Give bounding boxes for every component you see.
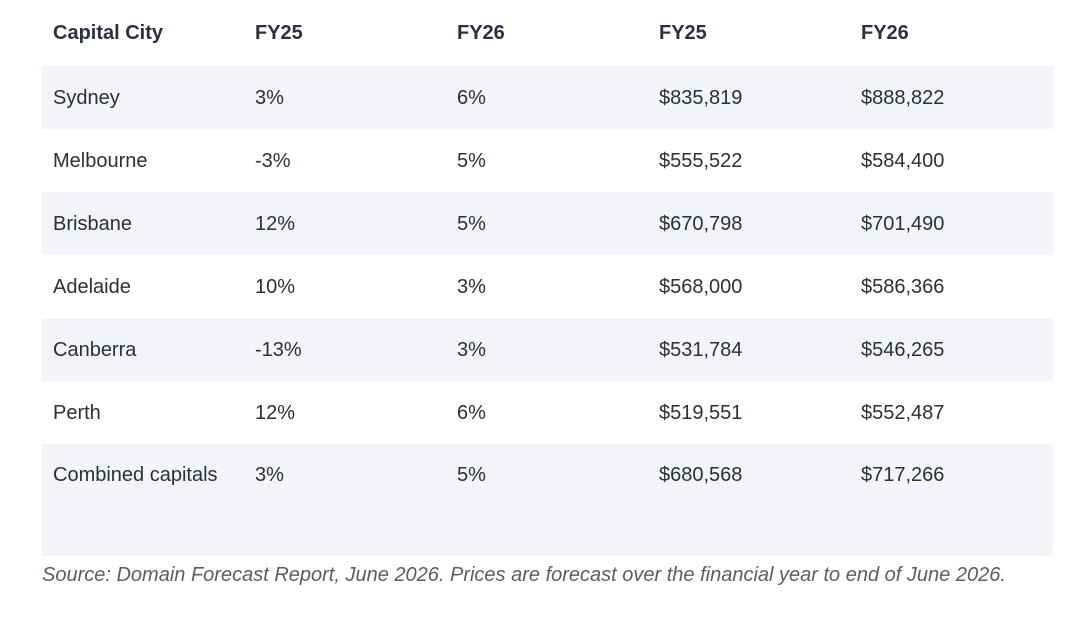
cell-growth-fy26: 5% [446, 444, 648, 556]
table-row: Melbourne -3% 5% $555,522 $584,400 [42, 129, 1053, 192]
cell-price-fy26: $586,366 [861, 275, 945, 298]
cell-city: Perth [53, 401, 101, 424]
cell-growth-fy25: 12% [255, 401, 296, 424]
cell-growth-fy26: 6% [457, 401, 486, 424]
cell-city: Canberra [42, 318, 244, 381]
cell-growth-fy25: 12% [244, 192, 446, 255]
cell-price-fy26: $584,400 [861, 149, 945, 172]
header-growth-fy25: FY25 [255, 21, 303, 44]
cell-city: Brisbane [42, 192, 244, 255]
cell-growth-fy26: 5% [446, 192, 648, 255]
cell-price-fy26: $717,266 [850, 444, 1053, 556]
cell-price-fy25: $531,784 [648, 318, 850, 381]
cell-price-fy25: $519,551 [659, 401, 743, 424]
cell-growth-fy25: -3% [255, 149, 291, 172]
cell-price-fy25: $680,568 [648, 444, 850, 556]
table-row: Brisbane 12% 5% $670,798 $701,490 [42, 192, 1053, 255]
forecast-table-container: Capital City FY25 FY26 FY25 FY26 Sydney … [42, 0, 1053, 591]
header-price-fy26: FY26 [861, 21, 909, 44]
cell-growth-fy26: 3% [457, 275, 486, 298]
cell-growth-fy25: 3% [244, 444, 446, 556]
cell-city: Combined capitals [42, 444, 244, 556]
table-row: Combined capitals 3% 5% $680,568 $717,26… [42, 444, 1053, 556]
cell-city: Melbourne [53, 149, 148, 172]
source-caption: Source: Domain Forecast Report, June 202… [42, 564, 1006, 586]
table-header-row: Capital City FY25 FY26 FY25 FY26 [42, 0, 1053, 66]
table-row: Perth 12% 6% $519,551 $552,487 [42, 381, 1053, 444]
cell-price-fy26: $546,265 [850, 318, 1053, 381]
forecast-table: Capital City FY25 FY26 FY25 FY26 Sydney … [42, 0, 1053, 556]
cell-city: Sydney [42, 66, 244, 129]
table-row: Canberra -13% 3% $531,784 $546,265 [42, 318, 1053, 381]
header-price-fy25: FY25 [659, 21, 707, 44]
cell-price-fy26: $552,487 [861, 401, 945, 424]
cell-growth-fy26: 6% [446, 66, 648, 129]
cell-price-fy26: $701,490 [850, 192, 1053, 255]
table-row: Sydney 3% 6% $835,819 $888,822 [42, 66, 1053, 129]
cell-price-fy25: $835,819 [648, 66, 850, 129]
table-row: Adelaide 10% 3% $568,000 $586,366 [42, 255, 1053, 318]
cell-price-fy25: $568,000 [659, 275, 743, 298]
cell-price-fy25: $555,522 [659, 149, 743, 172]
cell-growth-fy25: -13% [244, 318, 446, 381]
cell-growth-fy25: 10% [255, 275, 296, 298]
cell-growth-fy26: 3% [446, 318, 648, 381]
cell-price-fy25: $670,798 [648, 192, 850, 255]
cell-price-fy26: $888,822 [850, 66, 1053, 129]
header-capital-city: Capital City [53, 21, 164, 44]
header-growth-fy26: FY26 [457, 21, 505, 44]
cell-city: Adelaide [53, 275, 131, 298]
cell-growth-fy25: 3% [244, 66, 446, 129]
cell-growth-fy26: 5% [457, 149, 486, 172]
